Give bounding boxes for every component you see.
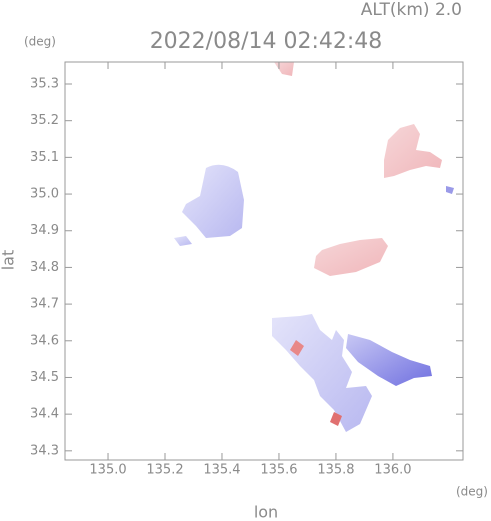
y-tick-label: 35.2 — [30, 113, 59, 128]
echo-region — [182, 164, 244, 238]
x-tick-label: 136.0 — [374, 463, 411, 478]
y-tick-label: 34.8 — [30, 260, 59, 275]
chart-title: 2022/08/14 02:42:48 — [150, 29, 383, 54]
y-tick-label: 34.7 — [30, 297, 59, 312]
y-unit: (deg) — [24, 35, 56, 49]
echo-region — [346, 334, 432, 386]
y-tick-label: 34.9 — [30, 223, 59, 238]
echo-region — [274, 62, 294, 76]
x-tick-label: 135.8 — [317, 463, 354, 478]
plot-frame — [64, 61, 464, 461]
altitude-label: ALT(km) 2.0 — [361, 0, 462, 20]
echo-region — [290, 340, 304, 356]
y-tick-label: 34.6 — [30, 333, 59, 348]
y-tick-label: 35.3 — [30, 77, 59, 92]
x-tick-label: 135.6 — [260, 463, 297, 478]
x-axis-title: lon — [254, 503, 278, 521]
x-tick-label: 135.0 — [89, 463, 126, 478]
y-tick-label: 35.1 — [30, 150, 59, 165]
y-tick-label: 35.0 — [30, 187, 59, 202]
y-tick-label: 34.3 — [30, 443, 59, 458]
y-axis-title: lat — [0, 250, 18, 271]
x-tick-label: 135.4 — [203, 463, 240, 478]
echo-region — [446, 186, 454, 194]
echo-field — [174, 62, 454, 432]
echo-region — [314, 238, 388, 276]
echo-region — [174, 236, 192, 246]
y-tick-label: 34.5 — [30, 370, 59, 385]
echo-region — [330, 412, 342, 426]
x-tick-label: 135.2 — [146, 463, 183, 478]
echo-region — [384, 124, 442, 178]
y-tick-label: 34.4 — [30, 407, 59, 422]
echo-region — [272, 314, 372, 432]
x-unit: (deg) — [456, 485, 488, 499]
